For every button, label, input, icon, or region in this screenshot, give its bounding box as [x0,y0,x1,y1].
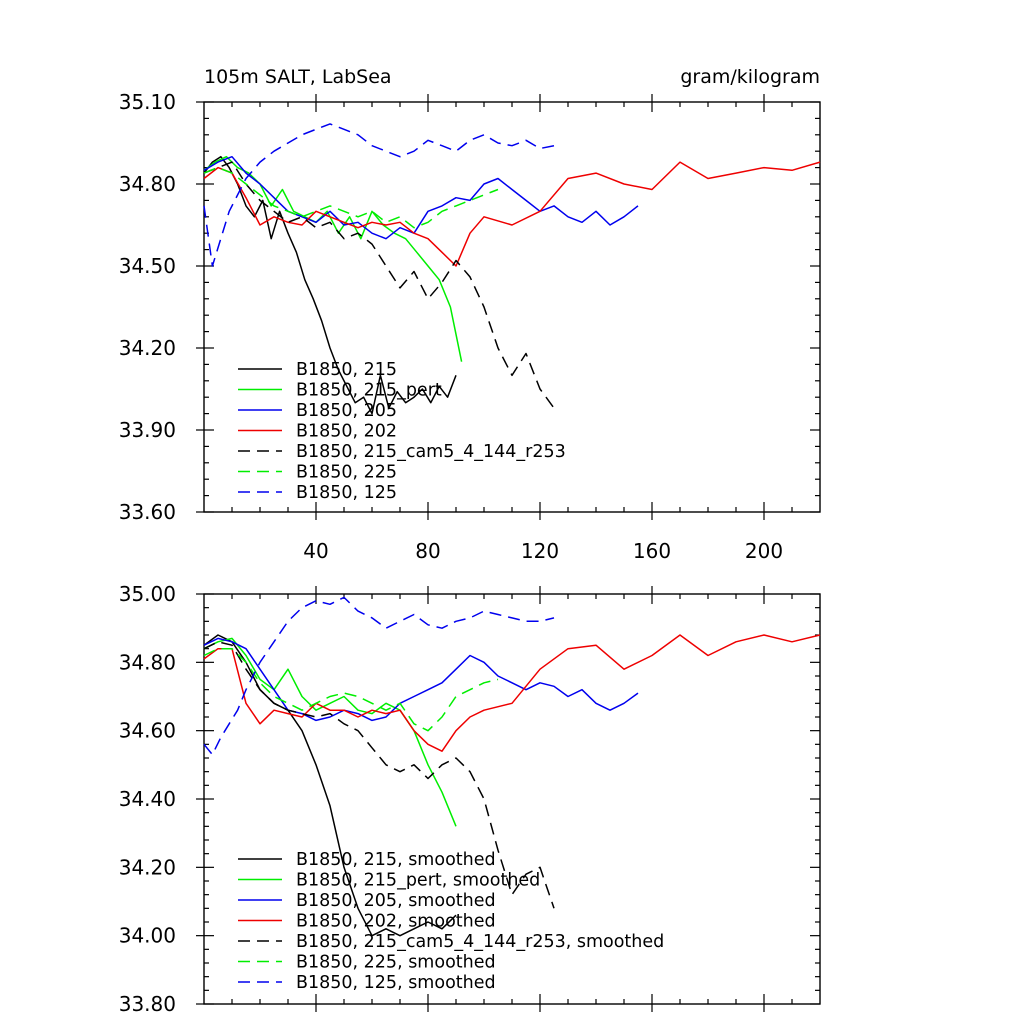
legend-label: B1850, 215_pert [296,381,442,401]
y-tick-label: 33.80 [119,992,176,1016]
y-tick-label: 34.20 [119,855,176,879]
series-line-4 [203,641,555,909]
legend-label: B1850, 202, smoothed [296,912,496,932]
series-line-1 [203,637,457,827]
chart-title: 105m SALT, LabSea [204,66,392,88]
y-tick-label: 33.90 [119,418,176,442]
y-tick-label: 35.00 [119,582,176,606]
x-tick-label: 160 [633,539,671,563]
y-tick-label: 34.50 [119,254,176,278]
y-tick-label: 34.20 [119,336,176,360]
x-tick-label: 80 [415,539,440,563]
x-tick-label: 40 [303,539,328,563]
legend-label: B1850, 215, smoothed [296,850,496,870]
x-tick-label: 200 [745,539,783,563]
top-panel: 105m SALT, LabSea gram/kilogram 33.6033.… [119,66,821,563]
top-series-group [203,123,821,415]
series-line-6 [203,596,555,756]
series-line-5 [203,647,499,732]
series-line-6 [203,123,555,267]
top-x-tick-labels: 40 80 120 160 200 [303,539,783,563]
units-label: gram/kilogram [680,66,820,88]
bottom-panel: 33.80 34.00 34.20 34.40 34.60 34.80 35.00 B185… [119,582,821,1016]
y-tick-label: 34.60 [119,719,176,743]
legend-label: B1850, 202 [296,422,397,442]
y-tick-label: 34.80 [119,172,176,196]
x-tick-label: 120 [521,539,559,563]
y-tick-label: 33.60 [119,500,176,524]
series-line-3 [203,634,821,752]
legend-label: B1850, 225, smoothed [296,953,496,973]
legend-label: B1850, 225 [296,463,397,483]
bottom-series-group [203,596,821,937]
legend-label: B1850, 205 [296,401,397,421]
legend-label: B1850, 125, smoothed [296,973,496,993]
y-tick-label: 34.00 [119,924,176,948]
legend-label: B1850, 205, smoothed [296,891,496,911]
series-line-0 [203,155,457,415]
top-y-tick-labels: 33.60 33.90 34.20 34.50 34.80 35.10 [119,90,176,524]
y-tick-label: 35.10 [119,90,176,114]
y-tick-label: 34.80 [119,650,176,674]
legend-label: B1850, 125 [296,483,397,503]
series-line-2 [203,637,639,722]
legend-label: B1850, 215_pert, smoothed [296,871,540,891]
legend-label: B1850, 215_cam5_4_144_r253 [296,442,566,462]
legend-label: B1850, 215_cam5_4_144_r253, smoothed [296,932,664,952]
bottom-axis-ticks [196,586,820,1012]
y-tick-label: 34.40 [119,787,176,811]
legend-label: B1850, 215 [296,360,397,380]
series-line-3 [203,161,821,267]
series-line-1 [203,155,463,362]
series-line-2 [203,155,639,240]
bottom-y-tick-labels: 33.80 34.00 34.20 34.40 34.60 34.80 35.00 [119,582,176,1016]
series-line-4 [203,161,555,409]
